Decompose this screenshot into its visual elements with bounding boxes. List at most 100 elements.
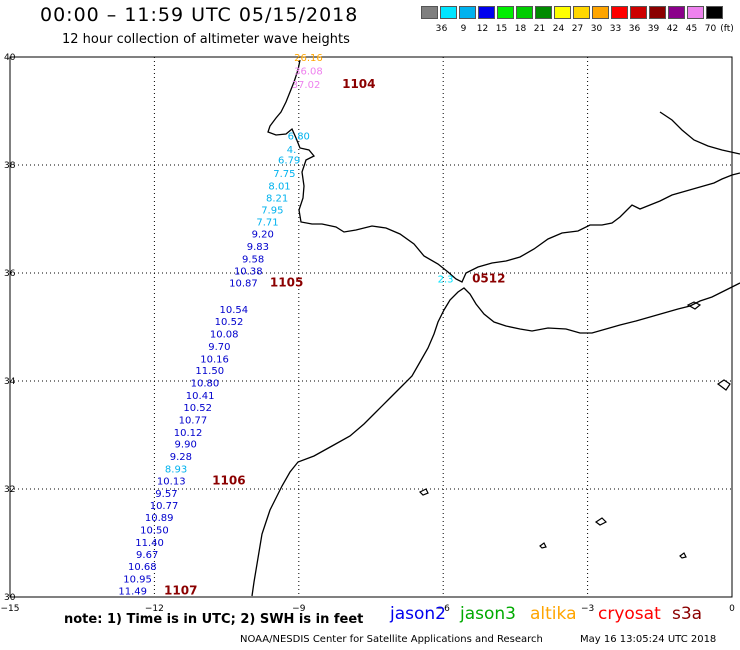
scale-swatch	[630, 6, 647, 19]
y-tick-label: 40	[4, 53, 16, 63]
swh-value: 4.	[287, 145, 297, 156]
scale-label: 30	[590, 24, 603, 34]
swh-value: 10.12	[174, 428, 203, 439]
island-balearic-1	[686, 301, 702, 310]
swh-value: 10.38	[234, 266, 263, 277]
scale-label: 33	[609, 24, 622, 34]
swh-value: 9.70	[208, 342, 230, 353]
swh-value: 10.89	[145, 513, 174, 524]
x-tick-label: −3	[581, 604, 594, 614]
scale-swatch	[440, 6, 457, 19]
scale-label: 70	[704, 24, 717, 34]
swh-value: 7.71	[256, 218, 278, 229]
legend-altika: altika	[530, 604, 577, 624]
pass-time-label: 1106	[212, 473, 245, 487]
islands	[418, 301, 731, 559]
swh-value: 6.79	[278, 156, 300, 167]
scale-swatch	[592, 6, 609, 19]
coast-iberia	[267, 59, 740, 283]
scale-label: 21	[533, 24, 546, 34]
swh-value: 10.16	[200, 354, 229, 365]
swh-value: 10.52	[183, 403, 212, 414]
credit-text: NOAA/NESDIS Center for Satellite Applica…	[240, 634, 543, 645]
axis-labels: −15 −12 −9 −6 −3 0 30 32 34 36 38 40	[1, 53, 736, 614]
legend-s3a: s3a	[672, 604, 703, 624]
island-small-1	[418, 488, 429, 496]
island-small-3	[539, 542, 547, 549]
scale-swatch	[706, 6, 723, 19]
time-labels: 1104 1105 1106 1107 0512	[164, 77, 505, 598]
swh-value: 10.80	[191, 379, 220, 390]
swh-value: 10.77	[179, 415, 208, 426]
footer-note: note: 1) Time is in UTC; 2) SWH is in fe…	[64, 612, 364, 627]
x-tick-label: −6	[437, 604, 451, 614]
x-tick-label: −12	[145, 604, 164, 614]
y-tick-label: 36	[4, 269, 16, 279]
swh-observations: 26.16 36.08 37.02 6.80 4.6.79 7.75 8.018.217.9…	[118, 53, 453, 598]
scale-swatch	[459, 6, 476, 19]
swh-value: 9.57	[155, 489, 177, 500]
swh-value: 9.28	[170, 452, 192, 463]
scale-swatch	[516, 6, 533, 19]
scale-label: 42	[666, 24, 679, 34]
scale-swatch	[687, 6, 704, 19]
pass-time-label: 0512	[472, 271, 505, 285]
coastline	[251, 59, 740, 597]
island-small-4	[679, 552, 687, 559]
pass-time-label: 1105	[270, 276, 303, 290]
scale-label: 39	[647, 24, 660, 34]
pass-time-label: 1107	[164, 584, 197, 598]
map-frame	[9, 56, 733, 598]
scale-swatch	[478, 6, 495, 19]
page-title: 00:00 – 11:59 UTC 05/15/2018	[40, 4, 359, 26]
page-subtitle: 12 hour collection of altimeter wave hei…	[62, 32, 350, 47]
swh-value: 7.75	[273, 169, 295, 180]
scale-label: 27	[571, 24, 584, 34]
legend-cryosat: cryosat	[598, 604, 661, 624]
swh-value: 11.50	[195, 366, 224, 377]
scale-swatch	[535, 6, 552, 19]
scale-swatch	[573, 6, 590, 19]
swh-value: 8.21	[266, 193, 288, 204]
swh-value: 10.50	[140, 526, 169, 537]
swh-value: 26.16	[294, 53, 323, 64]
swh-value: 10.54	[219, 305, 248, 316]
y-tick-label: 32	[4, 485, 15, 495]
swh-value: 10.52	[215, 317, 244, 328]
swh-value: 11.49	[118, 587, 147, 598]
scale-label: 9	[460, 24, 467, 34]
swh-value: 36.08	[294, 67, 323, 78]
swh-value: 9.83	[247, 242, 269, 253]
scale-swatch	[611, 6, 628, 19]
scale-label: 24	[552, 24, 565, 34]
swh-value: 9.58	[242, 254, 264, 265]
swh-value: 8.93	[165, 464, 187, 475]
swh-value: 10.77	[150, 501, 179, 512]
scale-swatch	[421, 6, 438, 19]
timestamp: May 16 13:05:24 UTC 2018	[580, 634, 717, 645]
swh-value: 10.41	[186, 391, 215, 402]
scale-label: 3	[435, 24, 442, 34]
scale-label: 15	[495, 24, 508, 34]
swh-value: 7.95	[261, 205, 283, 216]
swh-value: 10.95	[123, 575, 152, 586]
scale-label: 36	[628, 24, 641, 34]
coast-africa	[251, 282, 740, 597]
swh-value: 9.90	[175, 440, 197, 451]
coast-iberia-east	[659, 111, 740, 155]
scale-swatch	[668, 6, 685, 19]
legend-jason2: jason2	[390, 604, 446, 624]
scale-swatch	[497, 6, 514, 19]
graticule	[10, 57, 732, 597]
swh-value: 10.08	[210, 329, 239, 340]
x-tick-label: −15	[1, 604, 20, 614]
swh-value: 11.40	[135, 538, 164, 549]
swh-value: 10.68	[128, 562, 157, 573]
scale-swatch	[554, 6, 571, 19]
map-border	[9, 56, 733, 598]
swh-value: 8.01	[268, 182, 290, 193]
swh-value: 2.3	[438, 274, 454, 285]
island-balearic-2	[716, 379, 731, 391]
x-tick-label: 0	[729, 604, 735, 614]
